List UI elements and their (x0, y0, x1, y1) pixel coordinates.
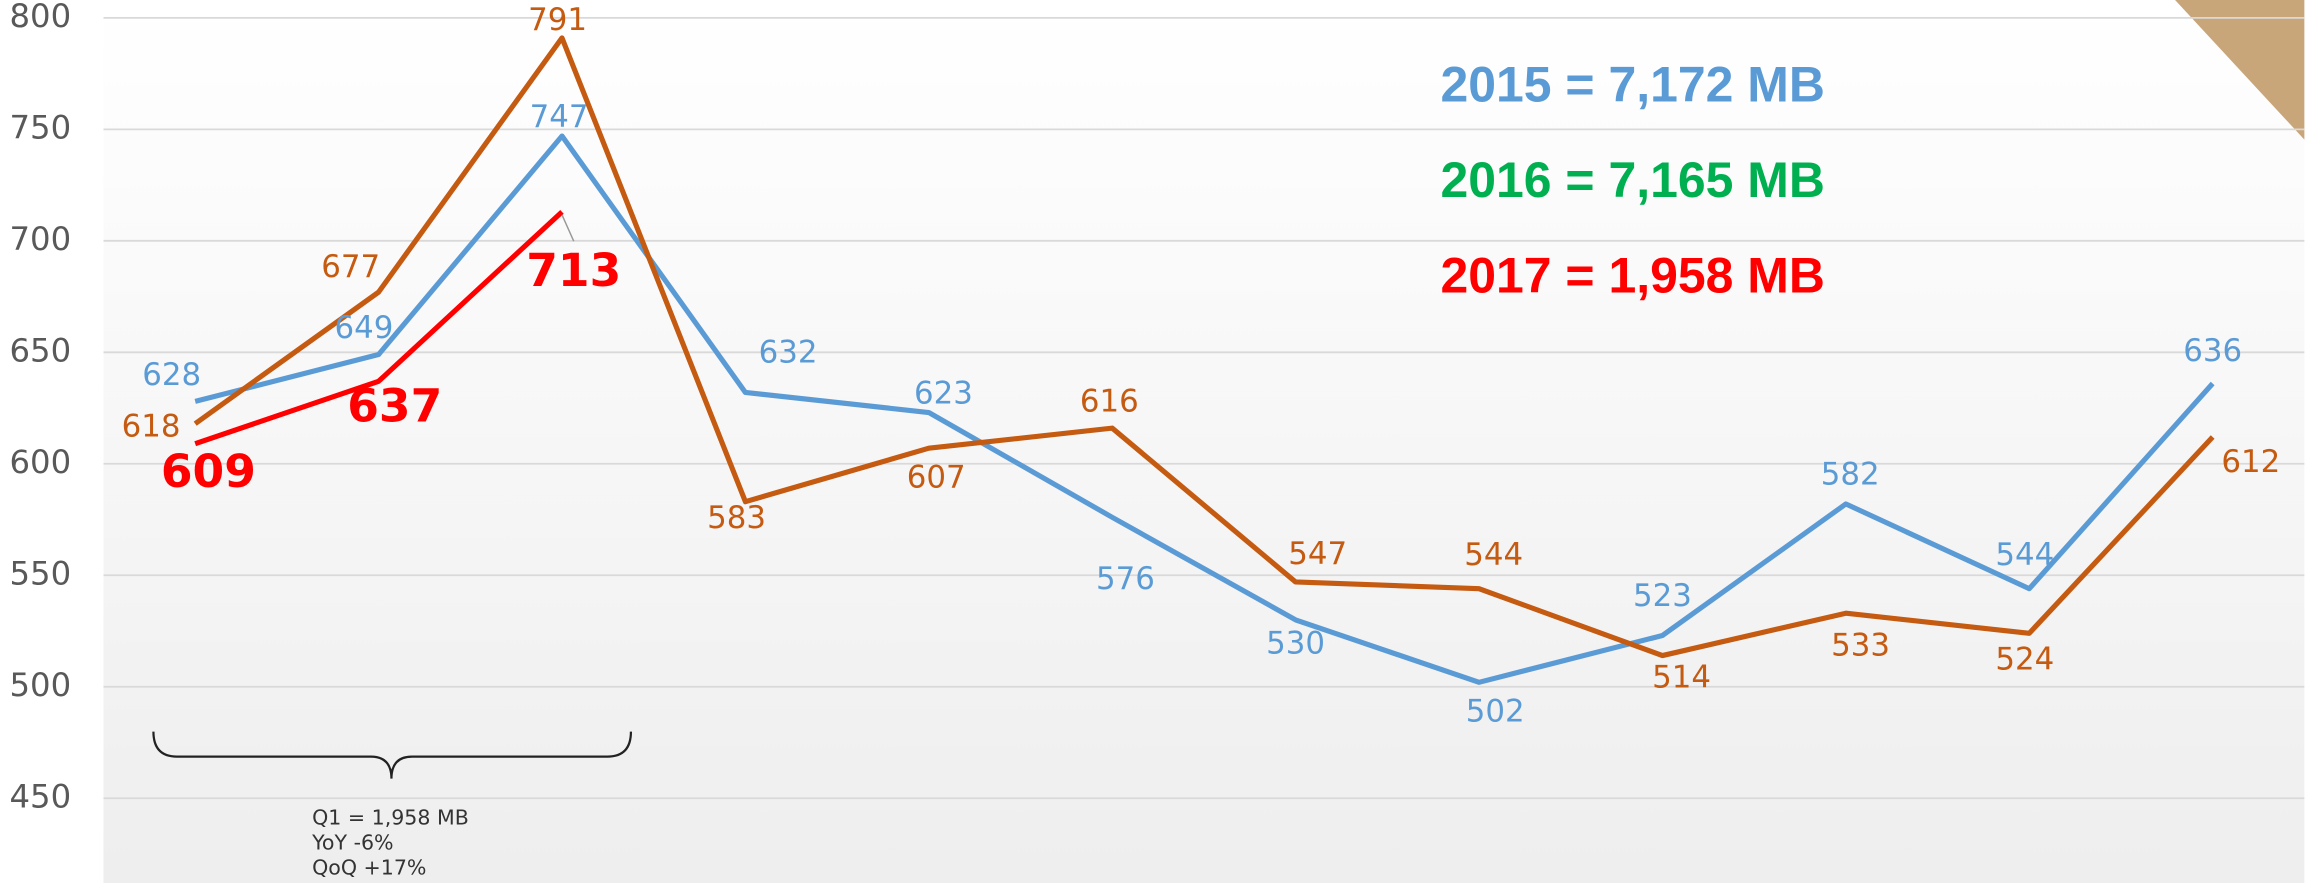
y-tick-label: 550 (9, 554, 71, 592)
data-label: 649 (334, 310, 393, 346)
labels: 450 500 550 600 650 700 750 800 628 649 747 632 623 5… (9, 0, 2280, 879)
data-label: 677 (321, 249, 380, 285)
y-tick-label: 700 (9, 220, 71, 258)
data-label: 544 (1464, 537, 1523, 573)
data-label: 791 (528, 2, 587, 38)
data-label: 523 (1633, 578, 1692, 614)
y-tick-label: 600 (9, 443, 71, 481)
y-tick-label: 650 (9, 331, 71, 369)
y-tick-label: 800 (9, 0, 71, 35)
data-label: 576 (1096, 561, 1155, 597)
data-label: 618 (122, 409, 181, 445)
data-label: 609 (161, 445, 256, 498)
data-label: 612 (2221, 444, 2280, 480)
data-label: 632 (759, 335, 818, 371)
grid (103, 16, 2305, 800)
y-tick-label: 750 (9, 108, 71, 146)
lines (193, 35, 2215, 685)
data-label: 547 (1288, 536, 1347, 572)
data-label: 713 (526, 244, 621, 297)
y-tick-label: 450 (9, 777, 71, 815)
data-label: 637 (347, 380, 442, 433)
data-label: 533 (1831, 627, 1890, 663)
data-label: 582 (1821, 457, 1880, 493)
series-line (194, 209, 564, 447)
data-label: 607 (907, 460, 966, 496)
data-label: 544 (1995, 537, 2054, 573)
plot-background (103, 0, 2305, 883)
data-label: 514 (1652, 660, 1711, 696)
annotation: 2016 = 7,165 MB (1440, 152, 1825, 208)
data-label: 636 (2183, 333, 2242, 369)
brace-note: QoQ +17% (312, 855, 426, 879)
leader-line (561, 214, 575, 242)
data-label: 623 (914, 375, 973, 411)
brace-note: YoY -6% (311, 830, 393, 854)
series-line (194, 133, 2215, 685)
series-line (193, 35, 2215, 659)
data-label: 747 (530, 99, 589, 135)
corner-decoration (2175, 0, 2305, 140)
data-label: 524 (1995, 642, 2054, 678)
annotation: 2017 = 1,958 MB (1440, 247, 1825, 303)
brace (152, 731, 633, 779)
data-label: 628 (142, 357, 201, 393)
y-tick-label: 500 (9, 666, 71, 704)
brace-note: Q1 = 1,958 MB (312, 805, 469, 829)
data-label: 616 (1080, 384, 1139, 420)
data-label: 502 (1466, 694, 1525, 730)
data-label: 583 (707, 500, 766, 536)
annotation: 2015 = 7,172 MB (1440, 56, 1825, 112)
data-label: 530 (1266, 625, 1325, 661)
